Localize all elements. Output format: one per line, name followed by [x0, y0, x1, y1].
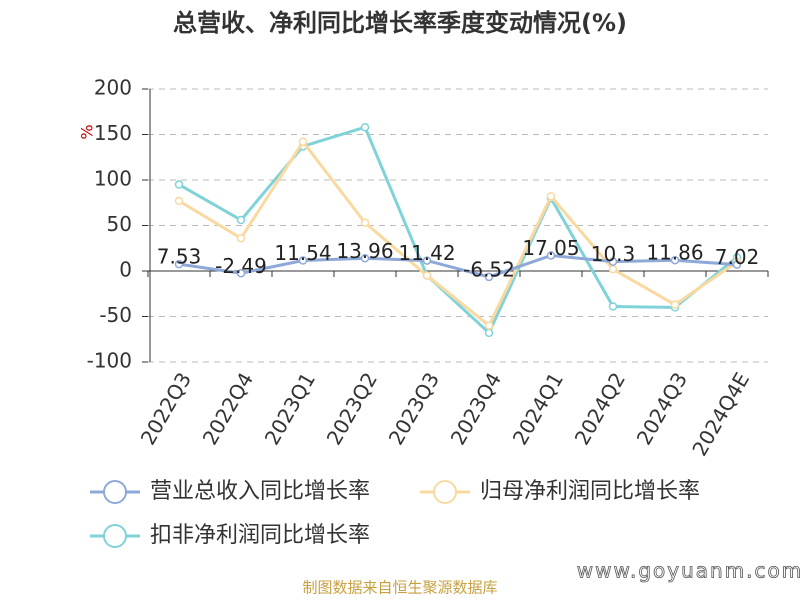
point: [732, 260, 742, 269]
data-label: -6.52: [463, 257, 515, 281]
point: [484, 328, 494, 338]
point: [546, 192, 556, 201]
y-tick-label: 50: [107, 212, 132, 236]
x-tick-label: 2023Q4: [446, 368, 506, 449]
point: [360, 218, 370, 228]
point: [236, 215, 246, 225]
x-tick-label: 2024Q3: [632, 368, 692, 449]
point: [360, 254, 370, 263]
legend-marker: [433, 480, 457, 504]
data-label: 11.86: [646, 241, 703, 265]
series-line: [178, 125, 738, 336]
point: [484, 321, 494, 330]
point: [670, 300, 680, 309]
data-label: 10.3: [591, 242, 636, 266]
point: [236, 269, 246, 278]
point: [608, 264, 618, 274]
watermark: www.goyuanm.com: [577, 559, 800, 583]
source-note: 制图数据来自恒生聚源数据库: [302, 579, 497, 597]
legend-label: 扣非净利润同比增长率: [150, 523, 370, 548]
point: [608, 257, 618, 266]
point: [174, 180, 184, 189]
x-tick-label: 2023Q1: [260, 368, 320, 449]
y-tick-label: 150: [94, 121, 132, 145]
data-label: 11.42: [398, 241, 455, 265]
point: [298, 137, 308, 147]
point: [422, 256, 432, 265]
legend-marker: [103, 524, 127, 548]
point: [670, 255, 680, 265]
chart-title: 总营收、净利同比增长率季度变动情况(%): [173, 9, 627, 37]
y-tick-label: 0: [119, 258, 132, 282]
y-axis-label: %: [78, 124, 97, 139]
legend-marker: [103, 480, 127, 504]
point: [360, 122, 370, 132]
point: [422, 271, 432, 280]
y-tick-label: 200: [94, 76, 132, 100]
point: [298, 256, 308, 265]
data-label: 7.53: [157, 245, 202, 269]
y-tick-label: 100: [94, 167, 132, 191]
data-label: 11.54: [274, 241, 331, 265]
x-tick-label: 2022Q4: [198, 368, 258, 449]
point: [174, 196, 184, 206]
point: [484, 272, 494, 282]
point: [608, 302, 618, 311]
x-tick-label: 2022Q3: [136, 368, 196, 449]
x-tick-label: 2024Q2: [570, 368, 630, 449]
data-label: 13.96: [336, 239, 393, 263]
x-tick-label: 2023Q3: [384, 368, 444, 449]
legend-label: 归母净利润同比增长率: [480, 479, 700, 504]
y-tick-label: -100: [87, 349, 132, 373]
point: [236, 233, 246, 243]
x-tick-label: 2024Q1: [508, 368, 568, 449]
x-tick-label: 2024Q4E: [687, 368, 754, 460]
data-label: 17.05: [522, 236, 579, 260]
series-line: [178, 139, 738, 328]
x-tick-label: 2023Q2: [322, 368, 382, 449]
data-label: -2.49: [215, 254, 267, 278]
point: [546, 251, 556, 260]
legend-label: 营业总收入同比增长率: [150, 479, 370, 504]
data-label: 7.02: [715, 245, 760, 269]
y-tick-label: -50: [99, 303, 132, 327]
series-line: [178, 253, 738, 279]
point: [174, 259, 184, 269]
